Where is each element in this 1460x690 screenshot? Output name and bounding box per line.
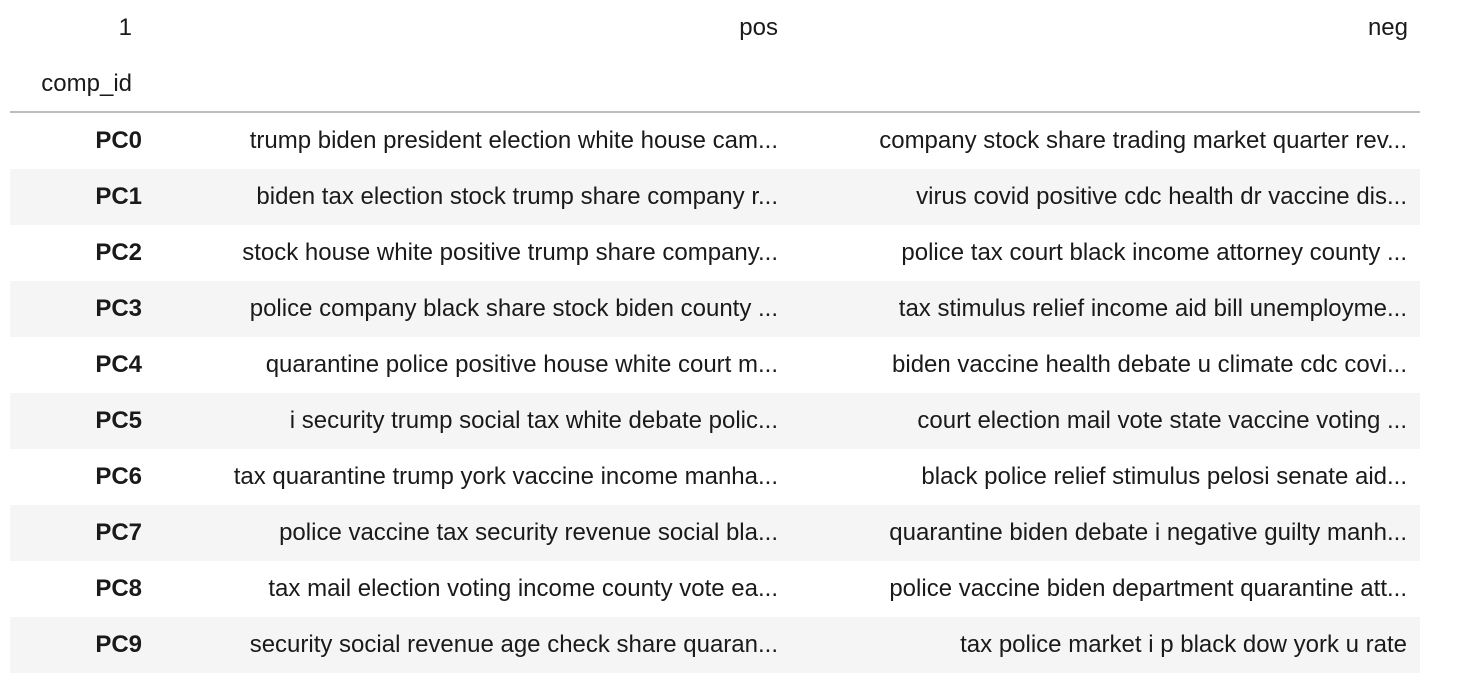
row-index-label: PC0 [95,127,142,154]
index-header-blank [144,56,790,112]
index-name-label: comp_id [41,69,132,97]
cell-pos: security social revenue age check share … [249,631,778,658]
row-index-label: PC6 [95,463,142,490]
cell-neg: quarantine biden debate i negative guilt… [889,519,1407,546]
cell-pos: trump biden president election white hou… [249,127,778,154]
row-index-label: PC7 [95,519,142,546]
table-row: PC4 quarantine police positive house whi… [10,337,1420,393]
row-index-label: PC2 [95,239,142,266]
cell-pos: quarantine police positive house white c… [265,351,778,378]
cell-neg: tax police market i p black dow york u r… [960,631,1407,658]
table-row: PC1 biden tax election stock trump share… [10,169,1420,225]
cell-neg: black police relief stimulus pelosi sena… [921,463,1407,490]
cell-neg: biden vaccine health debate u climate cd… [892,351,1407,378]
cell-neg: virus covid positive cdc health dr vacci… [916,183,1407,210]
cell-pos: stock house white positive trump share c… [242,239,778,266]
cell-pos: tax mail election voting income county v… [268,575,778,602]
cell-neg: company stock share trading market quart… [879,127,1407,154]
table-row: PC9 security social revenue age check sh… [10,617,1420,673]
row-index-label: PC1 [95,183,142,210]
row-index-label: PC8 [95,575,142,602]
cell-pos: biden tax election stock trump share com… [256,183,778,210]
cell-neg: police vaccine biden department quaranti… [889,575,1407,602]
column-header-pos: pos [739,14,778,41]
index-header-row: comp_id [10,56,1420,112]
table-row: PC2 stock house white positive trump sha… [10,225,1420,281]
columns-name-label: 1 [118,14,132,41]
index-header-blank [790,56,1420,112]
cell-neg: tax stimulus relief income aid bill unem… [898,295,1407,322]
table-row: PC8 tax mail election voting income coun… [10,561,1420,617]
cell-neg: police tax court black income attorney c… [901,239,1407,266]
cell-pos: i security trump social tax white debate… [289,407,778,434]
cell-neg: court election mail vote state vaccine v… [917,407,1407,434]
column-header-row: 1 pos neg [10,0,1420,56]
table-header: 1 pos neg comp_id [10,0,1420,112]
table-row: PC0 trump biden president election white… [10,112,1420,169]
table-body: PC0 trump biden president election white… [10,112,1420,673]
cell-pos: tax quarantine trump york vaccine income… [233,463,778,490]
row-index-label: PC5 [95,407,142,434]
row-index-label: PC3 [95,295,142,322]
cell-pos: police company black share stock biden c… [249,295,778,322]
table-row: PC5 i security trump social tax white de… [10,393,1420,449]
row-index-label: PC9 [95,631,142,658]
row-index-label: PC4 [95,351,142,378]
column-header-neg: neg [1367,14,1408,41]
table-row: PC3 police company black share stock bid… [10,281,1420,337]
cell-pos: police vaccine tax security revenue soci… [279,519,778,546]
table-row: PC7 police vaccine tax security revenue … [10,505,1420,561]
dataframe-table: 1 pos neg comp_id PC0 trump biden presid… [10,0,1420,673]
table-row: PC6 tax quarantine trump york vaccine in… [10,449,1420,505]
